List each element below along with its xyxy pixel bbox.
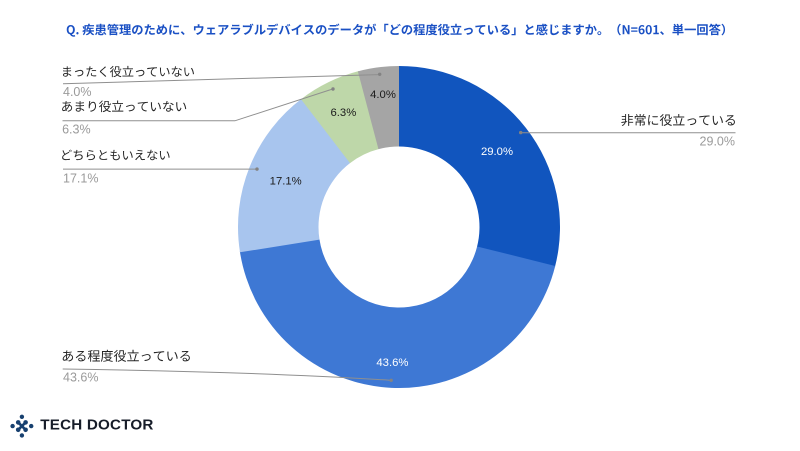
svg-text:43.6%: 43.6%: [376, 357, 408, 369]
svg-text:29.0%: 29.0%: [700, 134, 735, 148]
svg-text:4.0%: 4.0%: [63, 85, 92, 99]
svg-text:43.6%: 43.6%: [63, 371, 98, 385]
svg-text:17.1%: 17.1%: [270, 176, 302, 188]
svg-text:29.0%: 29.0%: [481, 146, 513, 158]
svg-text:TECH DOCTOR: TECH DOCTOR: [40, 417, 153, 434]
svg-text:4.0%: 4.0%: [370, 89, 396, 101]
svg-text:6.3%: 6.3%: [331, 107, 357, 119]
svg-text:6.3%: 6.3%: [62, 122, 91, 136]
svg-text:17.1%: 17.1%: [63, 172, 98, 186]
